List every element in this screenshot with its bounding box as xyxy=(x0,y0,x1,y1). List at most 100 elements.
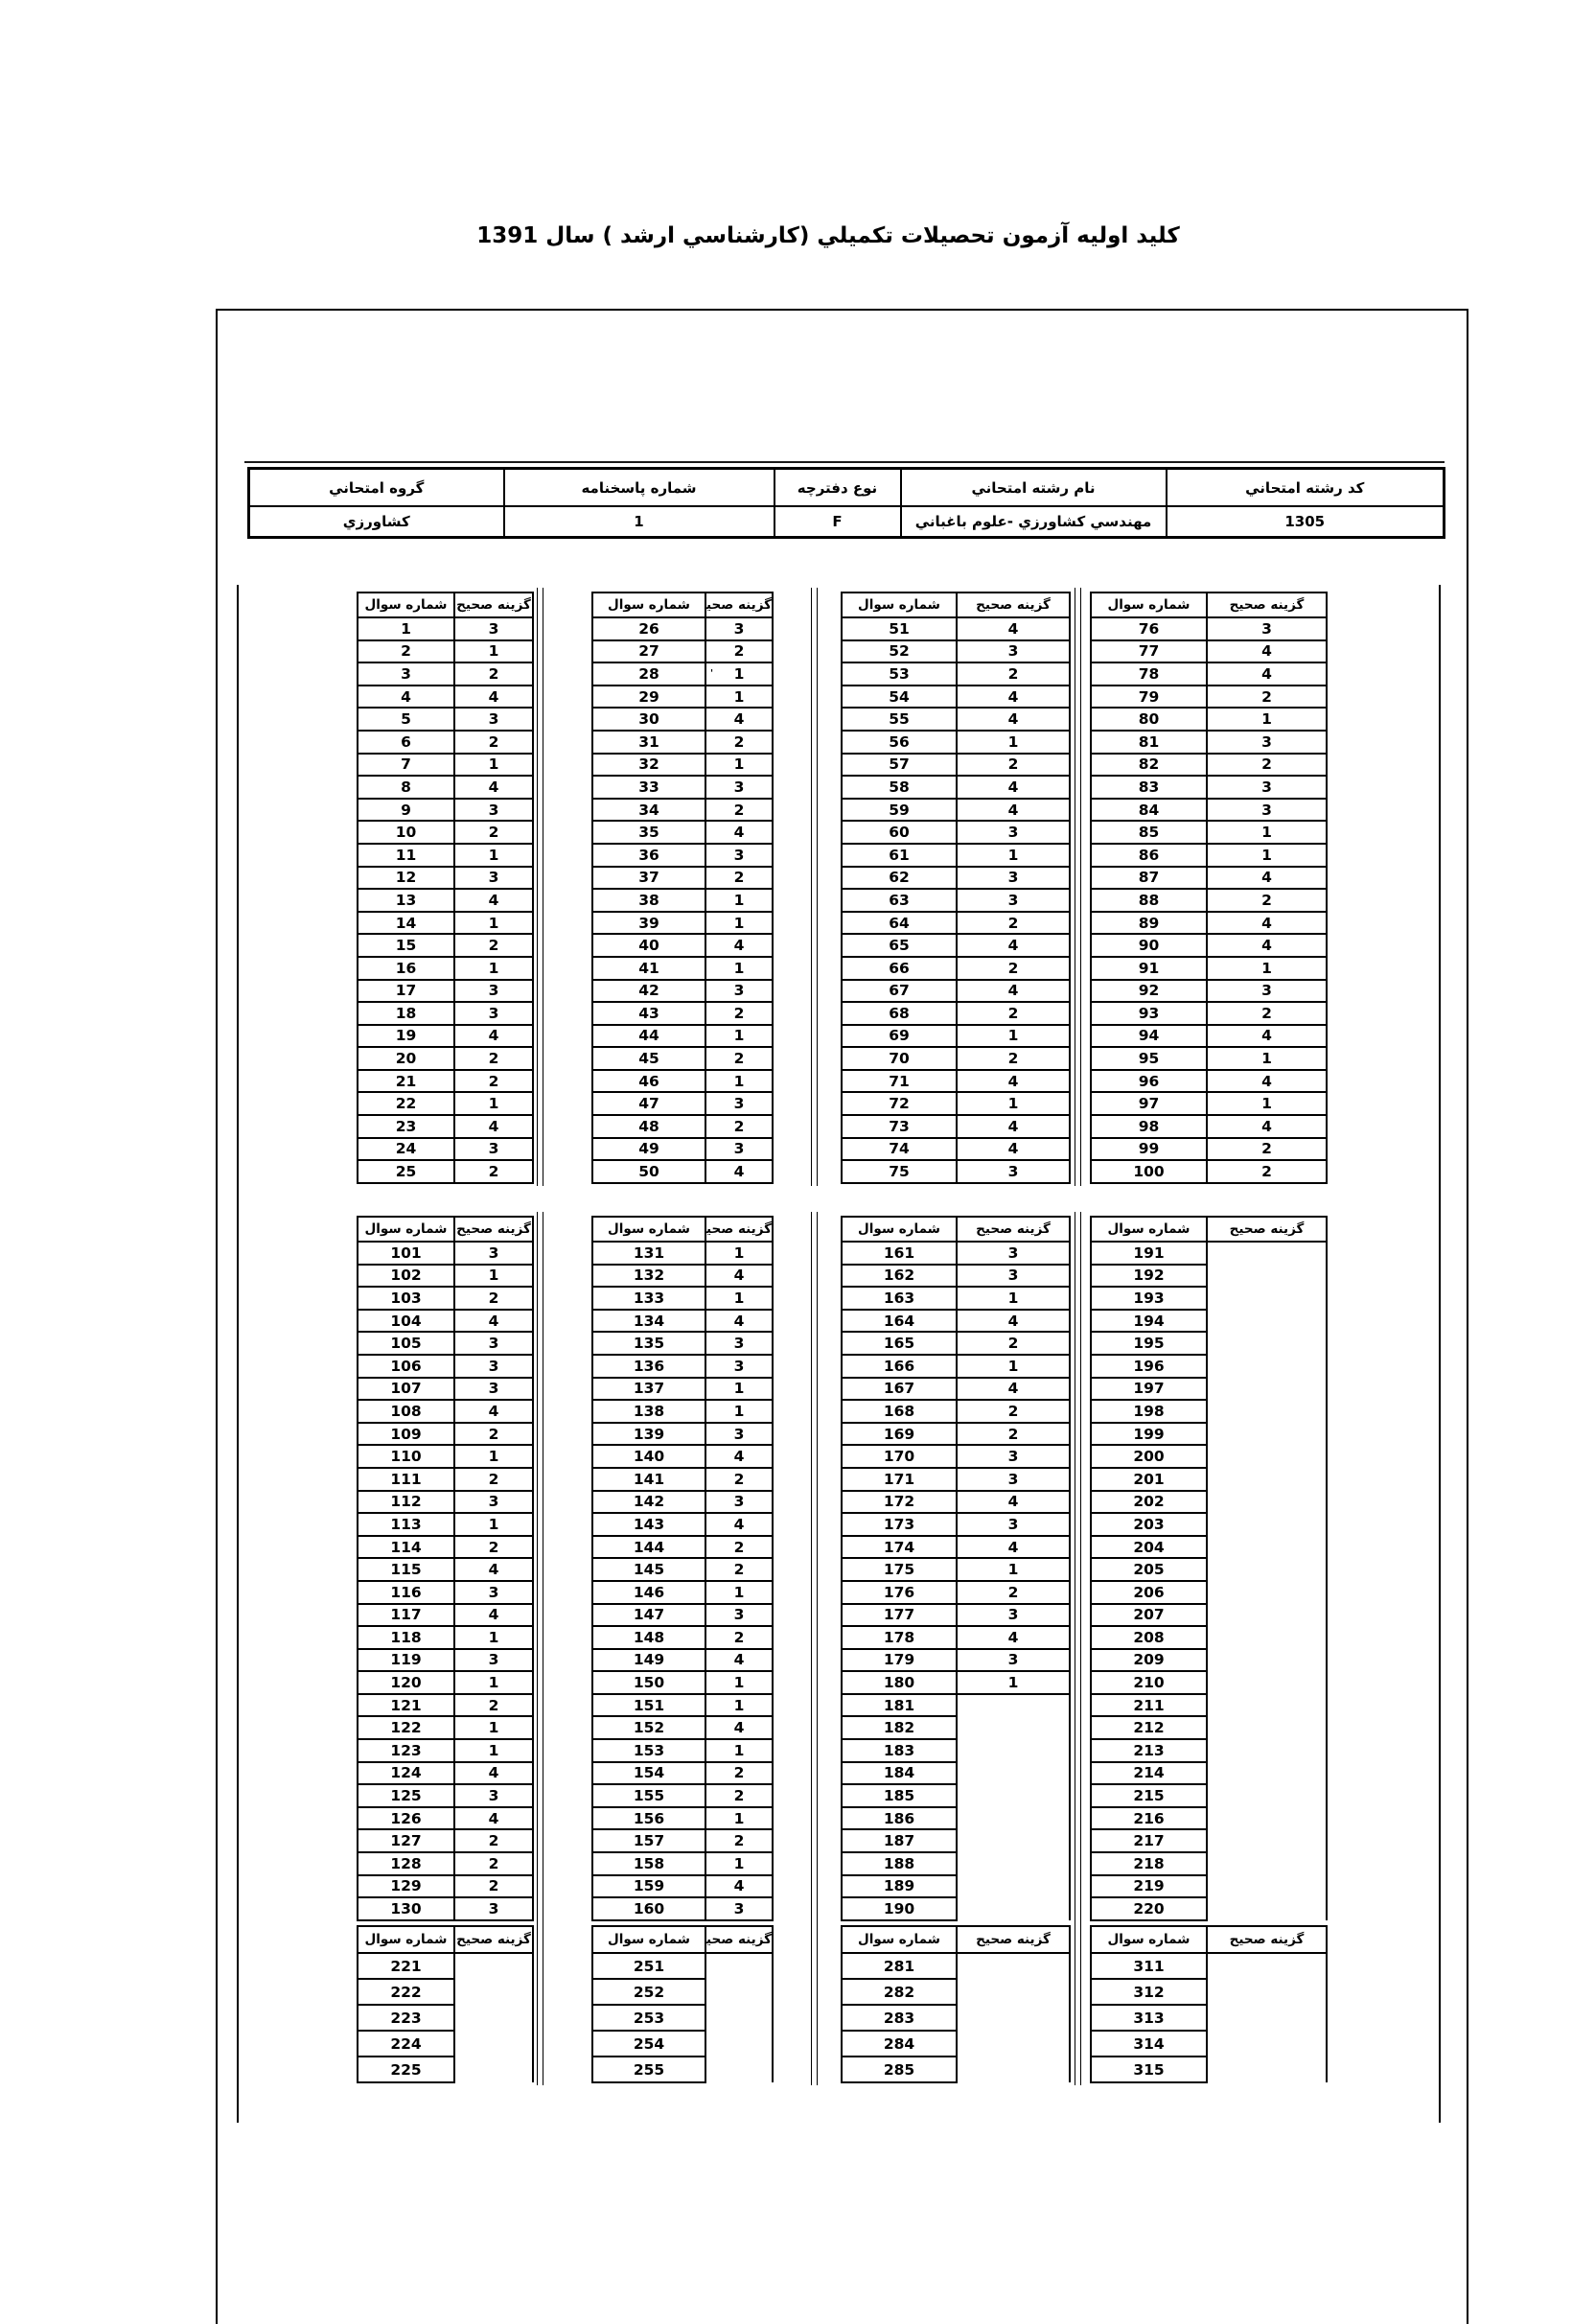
answer-row: 203 xyxy=(1090,1512,1327,1537)
question-number-cell: 254 xyxy=(591,2030,706,2057)
answer-cell xyxy=(1207,1716,1327,1739)
answer-row: 174 4 xyxy=(841,1534,1071,1560)
question-number-cell: 70 xyxy=(841,1046,958,1071)
answer-cell: 1 xyxy=(956,842,1071,868)
answer-row: 87 4 xyxy=(1090,865,1328,891)
answer-row: 131 1 xyxy=(591,1241,774,1266)
question-number-cell: 101 xyxy=(357,1241,455,1266)
answer-cell: 2 xyxy=(1206,888,1328,913)
question-number-cell: 83 xyxy=(1090,775,1208,800)
question-number-cell: 107 xyxy=(357,1376,455,1402)
answer-row: 221 xyxy=(357,1952,533,1980)
question-header-cell: شماره سوال xyxy=(841,1216,958,1243)
answer-row: 106 3 xyxy=(357,1353,534,1379)
answer-cell: 3 xyxy=(956,1602,1071,1628)
question-number-cell: 124 xyxy=(357,1760,455,1786)
question-number-cell: 255 xyxy=(591,2056,706,2083)
question-number-cell: 283 xyxy=(841,2004,958,2032)
answer-row: 193 xyxy=(1090,1286,1327,1311)
answer-cell: 2 xyxy=(1206,752,1328,778)
question-number-cell: 191 xyxy=(1090,1241,1208,1266)
answer-cell: 2 xyxy=(956,955,1071,981)
answer-cell xyxy=(957,1807,1070,1830)
answer-cell xyxy=(1207,1671,1327,1694)
answer-group: شماره سوال گزينه صحيح 101 3 102 1 103 2 104 4 105 3… xyxy=(357,1216,534,1921)
question-number-cell: 214 xyxy=(1090,1760,1208,1786)
question-number-cell: 184 xyxy=(841,1760,958,1786)
answer-row: 124 4 xyxy=(357,1760,534,1786)
answer-row: 118 1 xyxy=(357,1625,534,1650)
answer-cell: 4 xyxy=(705,1647,774,1673)
divider-line xyxy=(1075,1212,1081,1923)
question-number-cell: 208 xyxy=(1090,1625,1208,1650)
answer-cell: 3 xyxy=(453,1376,534,1402)
answer-row: 183 xyxy=(841,1738,1070,1763)
answer-row: 282 xyxy=(841,1978,1070,2006)
answer-row: 39 1 xyxy=(591,910,774,936)
answer-row: 64 2 xyxy=(841,910,1071,936)
question-header-cell: شماره سوال xyxy=(841,592,958,618)
answer-cell xyxy=(454,1953,533,1979)
answer-group: شماره سوال گزينه صحيح 311 312 313 314 315 xyxy=(1090,1925,1328,2083)
question-number-cell: 138 xyxy=(591,1399,706,1424)
answer-cell: 3 xyxy=(956,865,1071,891)
question-number-cell: 43 xyxy=(591,1001,706,1026)
question-header-cell: شماره سوال xyxy=(1090,592,1208,618)
answer-row: 217 xyxy=(1090,1828,1327,1854)
question-number-cell: 113 xyxy=(357,1512,455,1537)
answer-cell: 4 xyxy=(453,1114,534,1139)
answer-cell xyxy=(1207,1310,1327,1333)
answer-row: 157 2 xyxy=(591,1828,774,1854)
answer-row: 170 3 xyxy=(841,1444,1071,1469)
question-number-cell: 97 xyxy=(1090,1091,1208,1117)
answer-cell xyxy=(957,1716,1070,1739)
question-number-cell: 114 xyxy=(357,1534,455,1560)
question-number-cell: 251 xyxy=(591,1952,706,1980)
question-number-cell: 253 xyxy=(591,2004,706,2032)
info-header-cell: گروه امتحاني xyxy=(247,467,505,507)
question-number-cell: 47 xyxy=(591,1091,706,1117)
answer-cell: 2 xyxy=(705,1783,774,1808)
answer-cell: 1 xyxy=(705,1068,774,1094)
answer-cell: 4 xyxy=(705,820,774,845)
answer-cell: 3 xyxy=(956,888,1071,913)
answer-row: 312 xyxy=(1090,1978,1327,2006)
answer-cell: 2 xyxy=(453,1692,534,1718)
answer-row: 191 xyxy=(1090,1241,1327,1266)
answer-row: 107 3 xyxy=(357,1376,534,1402)
answer-row: 30 4 xyxy=(591,707,774,732)
question-number-cell: 34 xyxy=(591,797,706,823)
answer-cell: 3 xyxy=(453,1489,534,1515)
answer-row: 147 3 xyxy=(591,1602,774,1628)
answer-row: 120 1 xyxy=(357,1670,534,1695)
question-number-cell: 81 xyxy=(1090,729,1208,755)
answer-row: 88 2 xyxy=(1090,888,1328,913)
question-number-cell: 90 xyxy=(1090,933,1208,958)
answer-row: 62 3 xyxy=(841,865,1071,891)
answer-cell xyxy=(1207,1265,1327,1288)
answer-row: 172 4 xyxy=(841,1489,1071,1515)
question-number-cell: 206 xyxy=(1090,1579,1208,1605)
answer-row: 152 4 xyxy=(591,1715,774,1741)
answer-row: 65 4 xyxy=(841,933,1071,958)
info-value-cell: مهندسي كشاورزي -علوم باغباني xyxy=(899,505,1167,539)
answer-row: 41 1 xyxy=(591,955,774,981)
info-table: كد رشته امتحاني نام رشته امتحاني نوع دفترچ… xyxy=(247,467,1445,539)
answer-cell: 4 xyxy=(453,775,534,800)
answer-cell: 4 xyxy=(956,684,1071,709)
answer-row: 207 xyxy=(1090,1602,1327,1628)
question-number-cell: 311 xyxy=(1090,1952,1208,1980)
answer-row: 60 3 xyxy=(841,820,1071,845)
question-number-cell: 42 xyxy=(591,978,706,1004)
question-number-cell: 118 xyxy=(357,1625,455,1650)
question-number-cell: 25 xyxy=(357,1159,455,1184)
answer-row: 123 1 xyxy=(357,1738,534,1763)
answer-header-cell: گزينه صحيح xyxy=(453,1216,534,1243)
question-number-cell: 140 xyxy=(591,1444,706,1469)
question-number-cell: 168 xyxy=(841,1399,958,1424)
question-number-cell: 63 xyxy=(841,888,958,913)
answer-cell: 2 xyxy=(453,1873,534,1899)
